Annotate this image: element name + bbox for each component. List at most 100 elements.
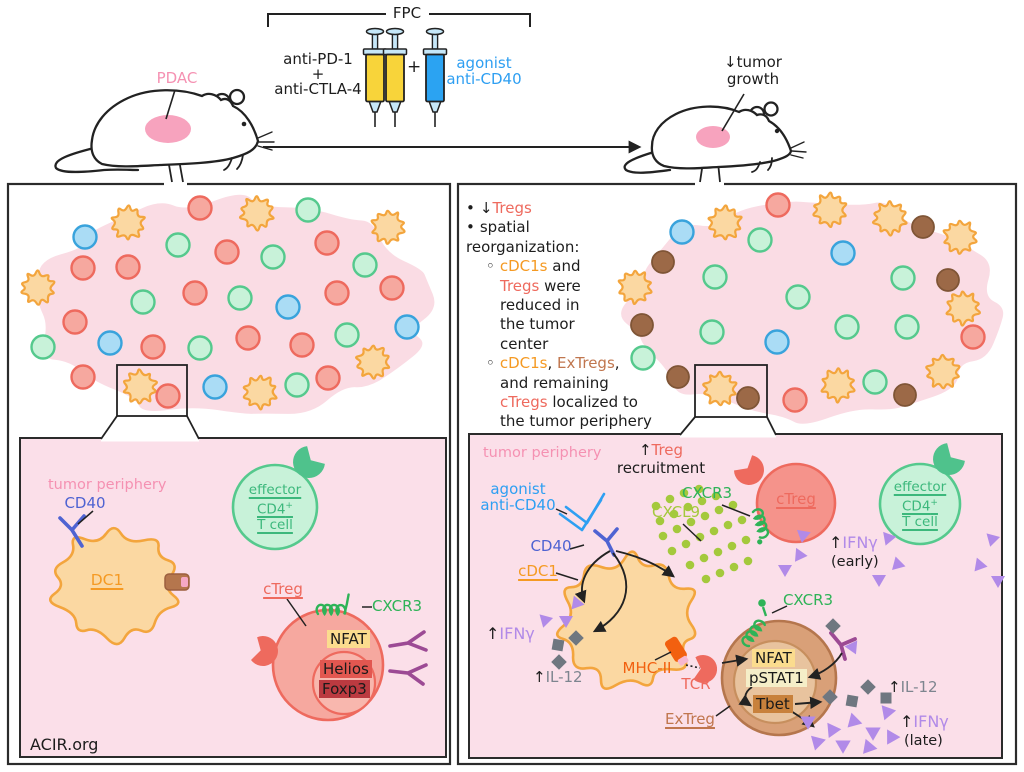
cell-teff <box>30 334 56 360</box>
ifng-triangle-early <box>883 531 897 546</box>
ifng-triangle-early <box>892 556 906 570</box>
cxcl9-dot <box>729 562 739 572</box>
ifng-triangle-late <box>887 729 901 745</box>
cell-treg <box>140 334 166 360</box>
cell-treg <box>765 192 791 218</box>
cxcr3-receptor-icon <box>741 619 766 648</box>
cxcl9-dot <box>686 517 696 527</box>
cell-treg <box>315 365 341 391</box>
cd40-pointer-line <box>77 510 94 525</box>
il12-square <box>551 638 565 652</box>
cell-cdc1 <box>820 367 856 404</box>
cxcl9-dot <box>743 556 753 566</box>
mouse-tail <box>623 150 672 174</box>
mhc2-pointer-line <box>654 651 672 661</box>
cell-teff <box>894 314 920 340</box>
cxcl9-dot <box>727 541 737 551</box>
cxcl9-dot <box>685 560 695 570</box>
cell-teff <box>187 335 213 361</box>
cxcl9-dot <box>655 516 665 526</box>
ifng-triangle-late <box>863 738 878 754</box>
cell-teff <box>630 345 656 371</box>
mouse-eye <box>241 121 247 127</box>
cell-blue <box>275 294 301 320</box>
effector-cd4-tcell <box>878 462 962 546</box>
cell-teff <box>130 289 156 315</box>
cell-teff <box>702 264 728 290</box>
ifng-triangle-early <box>974 557 988 572</box>
cxcl9-dot <box>741 535 751 545</box>
cell-blue <box>830 240 856 266</box>
cell-treg <box>235 325 261 351</box>
cxcl9-dot <box>667 546 677 556</box>
ifng-triangle-late <box>800 716 816 730</box>
ctreg-pointer-line <box>286 598 307 627</box>
cell-extreg <box>893 383 917 407</box>
cell-treg <box>182 280 208 306</box>
cell-blue <box>72 224 98 250</box>
cxcl9-dot <box>695 532 705 542</box>
cxcl9-dot <box>669 509 679 519</box>
ifng-triangle-late <box>847 712 863 728</box>
cell-blue <box>669 219 695 245</box>
cdc1-cell <box>555 550 697 690</box>
cell-teff <box>334 322 360 348</box>
border-gap-left <box>164 180 187 187</box>
ifng-triangle-late <box>835 740 851 754</box>
cell-teff <box>862 369 888 395</box>
cell-cdc1 <box>122 368 158 405</box>
cell-teff <box>227 285 253 311</box>
cell-treg <box>115 254 141 280</box>
tumor-cells-right <box>617 191 986 413</box>
cell-cdc1 <box>355 344 391 380</box>
cxcr3-receptor-icon <box>751 508 770 545</box>
cell-treg <box>70 364 96 390</box>
cell-cdc1 <box>110 204 146 241</box>
cell-blue <box>764 329 790 355</box>
cell-cdc1 <box>925 353 961 390</box>
cell-teff <box>834 314 860 340</box>
extreg-pointer-line <box>715 705 731 717</box>
cell-treg <box>960 324 986 350</box>
tumor-growth-pointer-line <box>721 93 745 132</box>
cell-teff <box>295 197 321 223</box>
mouse-before-icon <box>54 88 275 174</box>
cell-teff <box>747 227 773 253</box>
cxcl9-dot <box>697 496 707 506</box>
cd40-receptor-icon <box>593 527 619 557</box>
syringe-anti-cd40-icon <box>422 27 448 127</box>
cxcl9-dot <box>709 526 719 536</box>
tcr-receptor-icon <box>693 654 718 683</box>
il12-square <box>880 692 892 704</box>
cxcl9-dot <box>713 547 723 557</box>
cell-cdc1 <box>617 269 653 306</box>
cell-cdc1 <box>702 370 738 407</box>
cell-teff <box>699 319 725 345</box>
cxcl9-dot <box>701 574 711 584</box>
ifng-triangle-early <box>778 565 792 577</box>
ifng-triangle <box>539 614 554 628</box>
cxcl9-dot <box>683 502 693 512</box>
mouse-tail <box>54 146 140 174</box>
callout-rect-right <box>694 364 768 418</box>
effector-cd4-tcell <box>231 463 319 551</box>
cell-blue <box>97 330 123 356</box>
tcr-receptor-icons-left <box>251 446 325 666</box>
cell-treg <box>62 309 88 335</box>
ifng-triangle-late <box>827 722 842 738</box>
cell-extreg <box>736 386 760 410</box>
cell-blue <box>202 374 228 400</box>
reduced-tumor-spot <box>696 126 730 148</box>
agonist-antibody-icon <box>558 492 606 532</box>
cell-blue <box>394 314 420 340</box>
border-gap-right <box>695 180 724 187</box>
suppressive-receptor-icons <box>388 630 428 686</box>
cdc1-pointer-line <box>555 572 579 581</box>
cxcl9-dot <box>665 494 675 504</box>
cxcr3-stem <box>761 606 768 617</box>
cell-treg <box>782 387 808 413</box>
dc1-cell <box>49 526 180 646</box>
syringe-anti-ctla4-icon <box>382 27 408 127</box>
cxcl9-dot <box>681 539 691 549</box>
